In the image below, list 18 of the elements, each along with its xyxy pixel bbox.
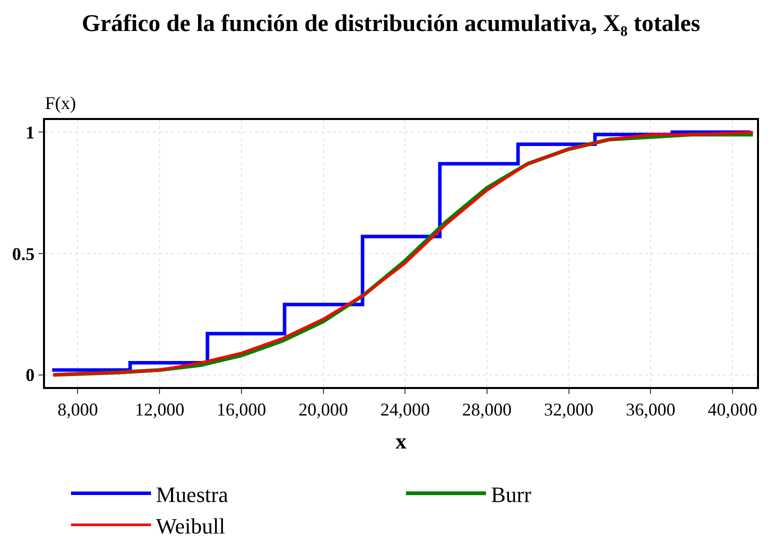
y-tick-label: 0 xyxy=(26,365,35,386)
x-tick-label: 32,000 xyxy=(544,399,594,420)
x-tick-label: 20,000 xyxy=(298,399,348,420)
x-tick-label: 40,000 xyxy=(708,399,758,420)
y-tick-label: 0.5 xyxy=(12,244,35,264)
x-tick-label: 16,000 xyxy=(216,399,266,420)
x-tick-label: 24,000 xyxy=(380,399,430,420)
legend-label: Muestra xyxy=(156,482,228,507)
legend-label: Weibull xyxy=(156,513,226,538)
chart-title: Gráfico de la función de distribución acumulativa, X₈ totales xyxy=(82,10,700,37)
y-tick-label: 1 xyxy=(26,122,35,142)
y-axis-title: F(x) xyxy=(45,93,76,113)
x-tick-label: 28,000 xyxy=(462,399,512,420)
x-tick-label: 8,000 xyxy=(57,399,98,420)
x-tick-label: 12,000 xyxy=(134,399,184,420)
x-axis-title: x xyxy=(396,428,406,454)
legend-label: Burr xyxy=(491,482,532,507)
x-tick-label: 36,000 xyxy=(626,399,676,420)
